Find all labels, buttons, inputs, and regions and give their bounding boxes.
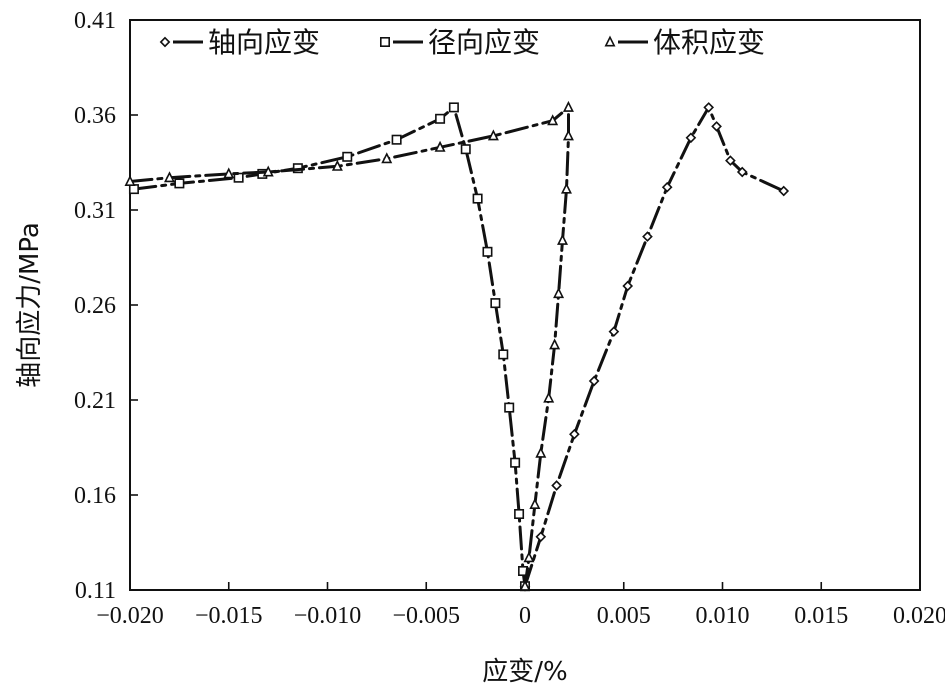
data-point — [174, 178, 185, 189]
data-point — [622, 280, 634, 292]
data-point — [736, 166, 748, 178]
data-point — [549, 338, 561, 350]
y-axis-title: 轴向应力/MPa — [15, 222, 45, 388]
data-point — [124, 175, 136, 186]
data-point — [560, 182, 572, 194]
data-point — [519, 579, 531, 591]
data-point — [487, 129, 499, 141]
x-tick-label: −0.015 — [195, 603, 263, 629]
data-point — [523, 551, 535, 563]
data-point — [504, 402, 515, 413]
data-point — [482, 246, 493, 257]
y-tick-label: 0.36 — [74, 103, 116, 129]
data-point — [725, 155, 736, 166]
x-tick-label: 0.005 — [597, 603, 651, 629]
data-point — [381, 152, 393, 164]
legend-item: 轴向应变 — [159, 26, 320, 59]
series-layer — [124, 100, 790, 592]
y-tick-label: 0.26 — [74, 293, 116, 319]
data-point — [685, 132, 697, 144]
y-tick-label: 0.41 — [74, 8, 116, 34]
data-point — [514, 508, 525, 519]
series-line — [132, 105, 527, 588]
legend-item: 径向应变 — [379, 26, 540, 59]
legend: 轴向应变 径向应变 体积应变 — [159, 26, 765, 59]
data-point — [164, 171, 175, 183]
legend-label: 轴向应变 — [208, 26, 320, 59]
x-tick-label: −0.020 — [96, 603, 164, 629]
data-point — [588, 375, 600, 387]
data-point — [535, 531, 547, 543]
data-point — [460, 144, 471, 155]
x-tick-label: 0.015 — [794, 603, 848, 629]
y-tick-label: 0.31 — [74, 198, 116, 224]
data-point — [553, 287, 565, 299]
series-line — [128, 105, 570, 588]
data-point — [529, 498, 541, 510]
data-point — [223, 167, 235, 179]
data-point — [391, 134, 402, 145]
data-point — [498, 349, 509, 360]
y-tick-label: 0.16 — [74, 483, 116, 509]
data-point — [472, 193, 483, 204]
axis-ticks: −0.020 −0.015 −0.010 −0.005 0 0.005 0.010 0.015… — [74, 8, 945, 629]
x-tick-label: 0.020 — [893, 603, 945, 629]
legend-item: 体积应变 — [604, 26, 765, 59]
x-axis-title: 应变/% — [482, 657, 567, 687]
data-point — [448, 102, 459, 113]
data-point — [608, 326, 620, 337]
series-1 — [519, 102, 790, 592]
data-point — [262, 165, 274, 177]
x-tick-label: −0.010 — [294, 603, 362, 629]
data-point — [562, 129, 574, 141]
data-point — [434, 140, 446, 152]
data-point — [128, 184, 139, 195]
data-point — [435, 113, 446, 124]
data-point — [543, 391, 555, 403]
series-3 — [124, 100, 574, 591]
x-tick-label: 0 — [519, 603, 531, 629]
data-point — [569, 428, 580, 440]
data-point — [510, 457, 521, 468]
data-point — [711, 121, 722, 132]
data-point — [535, 446, 547, 458]
data-point — [342, 151, 353, 162]
data-point — [642, 231, 653, 242]
data-point — [703, 102, 715, 113]
data-point — [490, 298, 501, 309]
y-tick-label: 0.21 — [74, 388, 116, 414]
legend-label: 径向应变 — [428, 26, 540, 59]
y-tick-label: 0.11 — [75, 578, 116, 604]
plot-frame — [129, 19, 921, 591]
data-point — [547, 114, 559, 126]
legend-marker — [379, 36, 390, 47]
x-tick-label: 0.010 — [696, 603, 750, 629]
x-tick-label: −0.005 — [392, 603, 460, 629]
data-point — [331, 159, 343, 171]
legend-marker — [159, 36, 171, 48]
data-point — [562, 100, 574, 112]
data-point — [661, 181, 673, 193]
legend-label: 体积应变 — [653, 26, 765, 59]
series-line — [523, 105, 786, 588]
data-point — [557, 233, 569, 245]
data-point — [778, 185, 790, 197]
data-point — [551, 480, 562, 491]
legend-marker — [604, 35, 616, 47]
